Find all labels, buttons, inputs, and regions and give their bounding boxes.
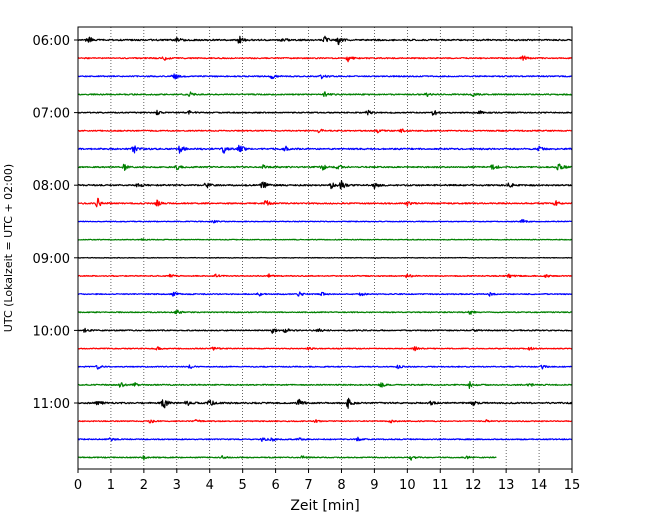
y-axis-label: UTC (Lokalzeit = UTC + 02:00) (2, 164, 15, 332)
trace-line (77, 91, 573, 98)
trace-line (77, 381, 573, 389)
trace-line (77, 238, 573, 241)
trace-line (77, 309, 573, 315)
x-tick-label: 3 (173, 478, 181, 493)
x-tick-label: 7 (304, 478, 312, 493)
y-tick-label: 08:00 (33, 179, 70, 194)
x-tick-label: 2 (140, 478, 148, 493)
x-tick-label: 12 (465, 478, 482, 493)
trace-line (77, 327, 573, 334)
x-tick-label: 15 (564, 478, 581, 493)
trace-line (77, 397, 573, 409)
x-tick-label: 1 (107, 478, 115, 493)
trace-line (77, 419, 573, 424)
trace-line (77, 144, 573, 154)
x-axis: 0 1 2 3 4 5 6 7 8 9 10 11 12 13 14 15 (74, 469, 580, 493)
y-tick-label: 06:00 (33, 34, 70, 49)
trace-line (77, 346, 573, 352)
x-tick-label: 13 (498, 478, 515, 493)
trace-line (77, 109, 573, 116)
trace-line (77, 163, 573, 171)
trace-line (77, 55, 573, 63)
trace-line (77, 273, 573, 279)
x-tick-label: 11 (432, 478, 449, 493)
y-tick-label: 11:00 (33, 397, 70, 412)
y-tick-label: 09:00 (33, 252, 70, 267)
x-tick-label: 4 (206, 478, 214, 493)
x-tick-label: 8 (337, 478, 345, 493)
x-tick-label: 10 (399, 478, 416, 493)
trace-line (77, 455, 497, 461)
y-axis: 06:00 07:00 08:00 09:00 10:00 11:00 (33, 34, 78, 412)
trace-line (77, 218, 573, 224)
plot-frame (77, 26, 573, 470)
trace-line (77, 436, 573, 442)
x-tick-label: 0 (74, 478, 82, 493)
x-tick-label: 6 (271, 478, 279, 493)
y-tick-label: 07:00 (33, 107, 70, 122)
trace-line (77, 364, 573, 370)
x-tick-label: 14 (531, 478, 548, 493)
x-tick-label: 9 (370, 478, 378, 493)
trace-line (77, 197, 573, 208)
y-tick-label: 10:00 (33, 324, 70, 339)
trace-line (77, 180, 573, 190)
trace-line (77, 291, 573, 297)
x-axis-label: Zeit [min] (290, 498, 359, 514)
trace-line (77, 35, 573, 46)
trace-line (77, 256, 573, 260)
trace-line (77, 73, 573, 80)
trace-line (77, 128, 573, 134)
trace-group (77, 35, 573, 461)
x-tick-label: 5 (239, 478, 247, 493)
